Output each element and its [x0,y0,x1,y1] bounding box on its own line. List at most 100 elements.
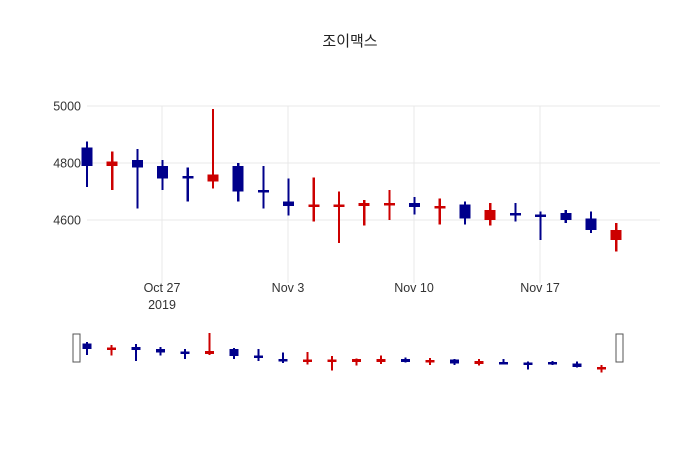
navigator-candle-body [425,359,435,363]
y-tick-label: 5000 [53,100,81,114]
navigator-candlestick [523,361,533,370]
candlestick[interactable] [509,202,521,222]
navigator-candlestick [327,355,337,371]
navigator-candle-body [597,366,606,370]
navigator-candle-body [82,343,92,349]
navigator-candlestick [499,359,508,365]
candlestick[interactable] [257,165,269,209]
candlestick[interactable] [131,148,143,209]
candle-body [484,210,496,220]
candle-body [131,160,143,168]
navigator-candle-body [156,348,165,353]
page-title: 조이맥스 [322,33,377,50]
candlestick-series [81,108,622,252]
x-axis-tick-labels: Oct 27 2019 Nov 3 Nov 10 Nov 17 [144,281,560,312]
candle-body [182,175,194,179]
candle-body [106,161,118,166]
candlestick[interactable] [560,210,572,223]
navigator-candlestick [352,358,361,366]
candlestick[interactable] [484,202,496,226]
candlestick[interactable] [409,197,421,215]
navigator-candle-body [499,361,508,365]
navigator-left-handle[interactable] [72,333,81,363]
candle-body [434,205,446,209]
navigator-candle-body [548,361,557,365]
candlestick[interactable] [610,222,622,252]
x-tick-label: Nov 3 [272,281,305,295]
candle-body [207,174,219,182]
candle-body [459,204,471,219]
navigator-candlestick-series [82,332,606,373]
navigator-candlestick [229,348,239,359]
candle-body [157,165,169,179]
candlestick[interactable] [333,191,345,243]
navigator-candle-body [229,348,239,356]
candlestick[interactable] [383,190,395,220]
navigator-candlestick [597,364,606,373]
x-tick-year-label: 2019 [148,298,176,312]
navigator-candle-body [205,351,214,354]
y-axis-tick-labels: 4600 4800 5000 [53,100,81,228]
navigator-candle-body [180,351,190,355]
navigator-candle-body [327,359,337,363]
navigator-candlestick [548,361,557,365]
candle-body [257,190,269,193]
navigator-candlestick [450,358,459,366]
candle-body [585,218,597,230]
navigator-candlestick [474,359,484,366]
navigator-candle-body [572,363,582,367]
candlestick[interactable] [308,177,320,222]
candlestick[interactable] [434,198,446,225]
navigator-candlestick [303,351,312,365]
candle-body [535,214,547,217]
candlestick[interactable] [358,200,370,226]
candle-body [358,202,370,206]
navigator-candle-body [352,359,361,362]
vertical-gridlines [161,106,541,283]
candle-body [509,212,521,216]
x-tick-label: Nov 17 [520,281,560,295]
candlestick[interactable] [157,160,169,191]
candlestick[interactable] [459,201,471,225]
navigator-candle-body [254,355,263,359]
candle-body [409,202,421,208]
navigator-candlestick [205,332,214,356]
candlestick[interactable] [283,178,295,216]
candle-body [232,165,244,192]
navigator-candle-body [107,347,116,351]
navigator-candle-body [474,361,484,364]
y-tick-label: 4800 [53,157,81,171]
candle-body [333,204,345,207]
candlestick[interactable] [81,141,93,188]
candle-body [560,212,572,220]
navigator-candle-body [303,359,312,363]
navigator-candle-body [523,362,533,365]
candle-body [308,204,320,207]
navigator-right-handle[interactable] [615,333,624,363]
navigator-candlestick [425,357,435,366]
candlestick[interactable] [535,211,547,240]
candlestick[interactable] [585,211,597,233]
candle-body [383,202,395,206]
candle-body [81,147,93,166]
navigator-candle-body [401,359,410,362]
x-tick-label: Oct 27 [144,281,181,295]
candle-body [283,201,295,206]
x-tick-label: Nov 10 [394,281,434,295]
candlestick[interactable] [182,167,194,202]
candlestick[interactable] [207,108,219,189]
navigator-candlestick [180,349,190,359]
y-tick-label: 4600 [53,214,81,228]
candlestick[interactable] [232,163,244,202]
navigator-candle-body [376,359,386,362]
navigator-candle-body [278,358,288,362]
candle-body [610,229,622,240]
candlestick[interactable] [106,151,118,191]
navigator-candlestick [82,342,92,355]
navigator-candlestick [254,348,263,361]
navigator-candlestick [156,347,165,356]
navigator-candlestick [401,357,410,363]
navigator-candlestick [278,352,288,363]
